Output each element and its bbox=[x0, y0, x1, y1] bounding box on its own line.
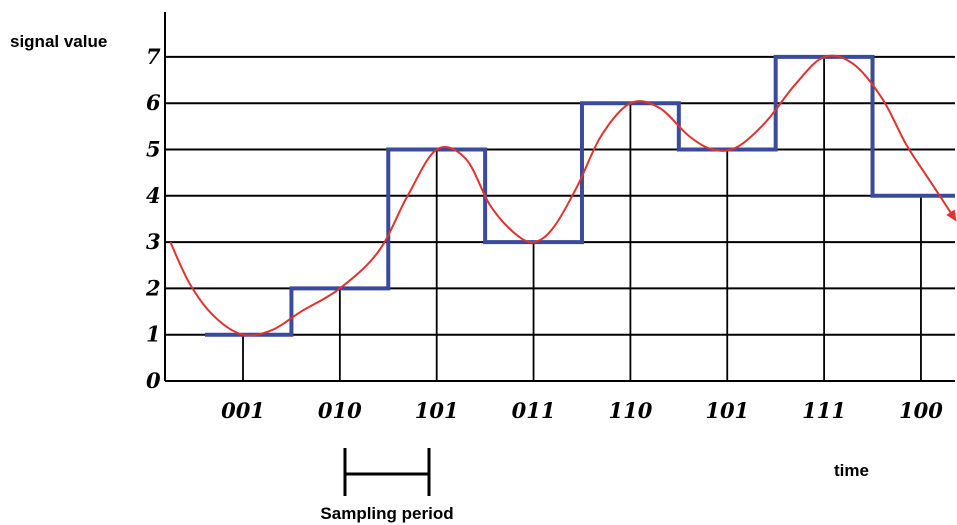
y-axis-title: signal value bbox=[10, 32, 107, 51]
y-tick-label: 1 bbox=[146, 322, 161, 347]
y-tick-label: 7 bbox=[146, 44, 161, 69]
y-tick-labels: 0 1 2 3 4 5 6 7 bbox=[145, 44, 161, 393]
axes bbox=[164, 12, 955, 382]
y-tick-label: 2 bbox=[145, 275, 161, 300]
y-tick-label: 0 bbox=[146, 368, 161, 393]
x-code-label: 011 bbox=[512, 398, 556, 423]
y-tick-label: 5 bbox=[146, 137, 161, 162]
sample-drop-lines bbox=[242, 56, 922, 381]
x-code-label: 111 bbox=[802, 398, 846, 423]
y-tick-label: 3 bbox=[146, 229, 161, 254]
x-code-label: 010 bbox=[318, 398, 362, 423]
x-code-label: 101 bbox=[705, 398, 749, 423]
x-sample-code-labels: 001 010 101 011 110 101 111 100 bbox=[221, 398, 943, 423]
sampling-period-label: Sampling period bbox=[320, 504, 453, 523]
y-tick-label: 4 bbox=[146, 183, 161, 208]
x-code-label: 001 bbox=[221, 398, 265, 423]
x-code-label: 110 bbox=[608, 398, 652, 423]
x-code-label: 101 bbox=[415, 398, 459, 423]
signal-arrowhead bbox=[946, 209, 957, 222]
x-axis-title: time bbox=[834, 461, 869, 480]
gridlines bbox=[165, 55, 955, 336]
analog-signal-curve bbox=[169, 54, 956, 337]
sampling-period-bracket bbox=[343, 448, 431, 496]
x-code-label: 100 bbox=[899, 398, 943, 423]
y-tick-label: 6 bbox=[146, 90, 161, 115]
